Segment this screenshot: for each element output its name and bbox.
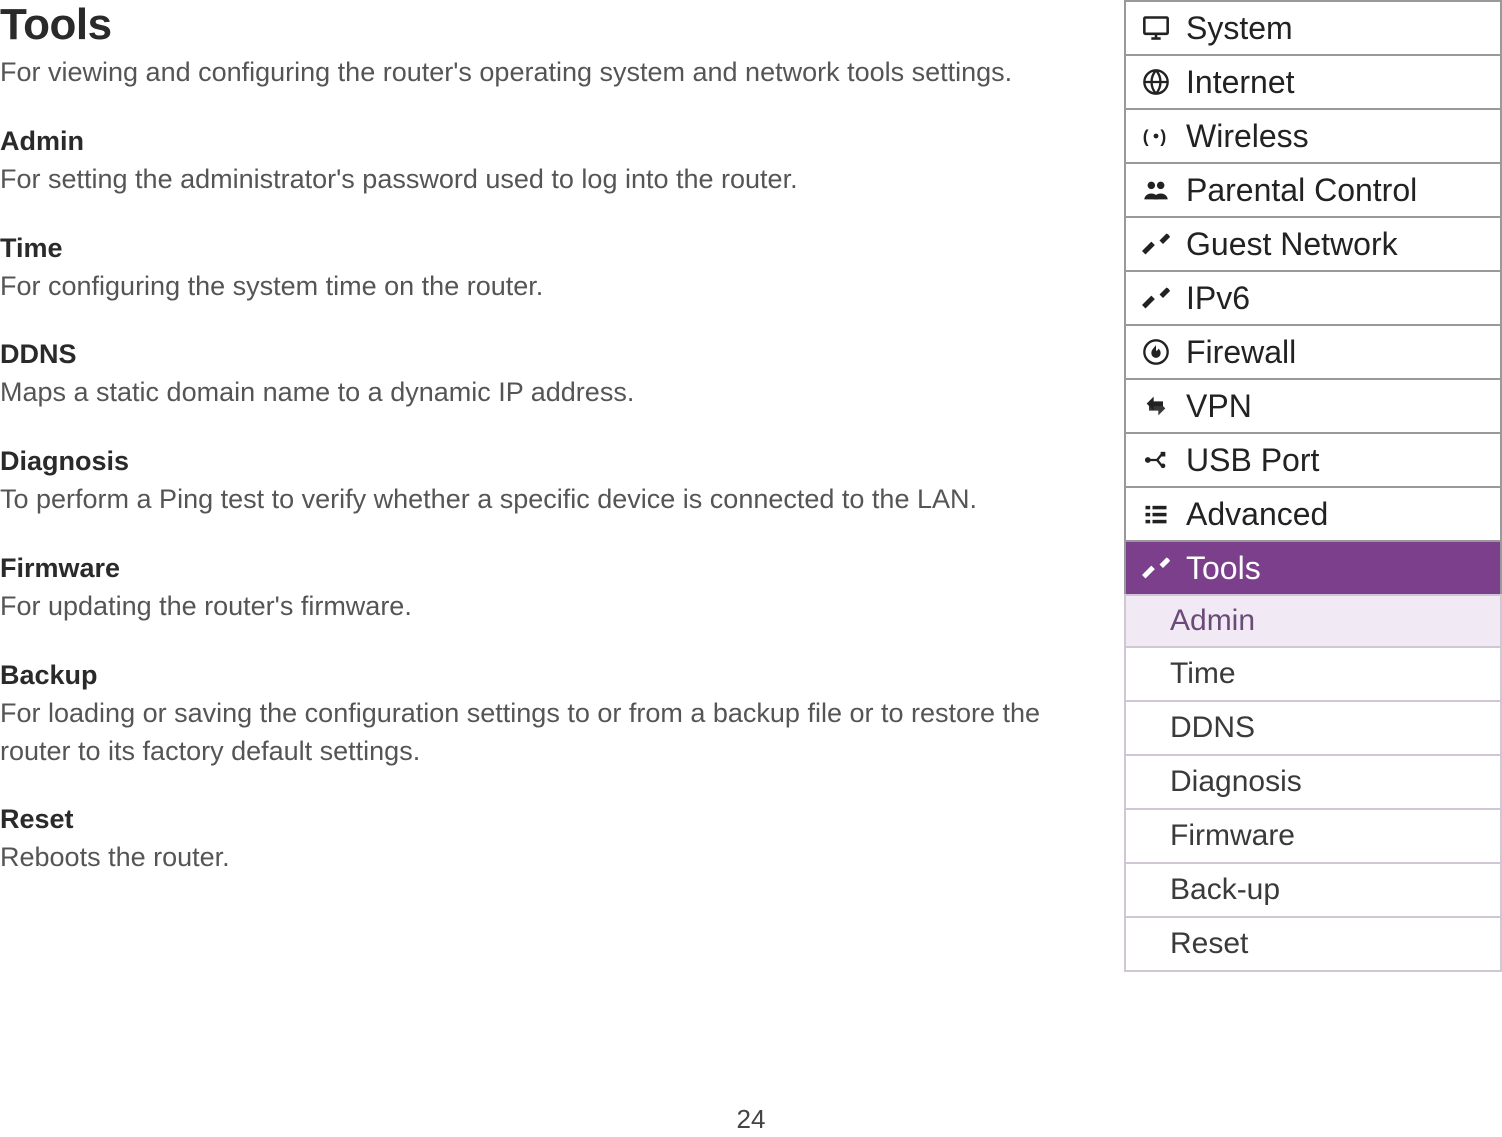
wifi-icon: () xyxy=(1136,125,1176,147)
menu-item-firewall[interactable]: Firewall xyxy=(1124,324,1502,378)
section-admin-title: Admin xyxy=(0,126,1084,157)
section-reset-title: Reset xyxy=(0,804,1084,835)
svg-text:(: ( xyxy=(1143,127,1149,147)
section-firmware-title: Firmware xyxy=(0,553,1084,584)
menu-label: Wireless xyxy=(1186,118,1309,155)
menu-label: Guest Network xyxy=(1186,226,1398,263)
menu-item-advanced[interactable]: Advanced xyxy=(1124,486,1502,540)
menu-label: Advanced xyxy=(1186,496,1328,533)
content-column: Tools For viewing and configuring the ro… xyxy=(0,0,1124,1137)
menu-label: Internet xyxy=(1186,64,1295,101)
menu-item-guest[interactable]: Guest Network xyxy=(1124,216,1502,270)
menu-label: Firewall xyxy=(1186,334,1296,371)
submenu-reset[interactable]: Reset xyxy=(1124,918,1502,972)
menu-label: Tools xyxy=(1186,550,1261,587)
section-time-title: Time xyxy=(0,233,1084,264)
menu-item-usb[interactable]: USB Port xyxy=(1124,432,1502,486)
submenu-backup[interactable]: Back-up xyxy=(1124,864,1502,918)
section-reset-desc: Reboots the router. xyxy=(0,839,1084,877)
globe-icon xyxy=(1136,68,1176,96)
svg-text:): ) xyxy=(1160,127,1166,147)
sidebar-menu: System Internet () Wireless Parental Con… xyxy=(1124,0,1502,1137)
menu-item-tools[interactable]: Tools xyxy=(1124,540,1502,594)
section-ddns-desc: Maps a static domain name to a dynamic I… xyxy=(0,374,1084,412)
menu-label: USB Port xyxy=(1186,442,1319,479)
wrench-icon xyxy=(1136,554,1176,582)
submenu-diagnosis[interactable]: Diagnosis xyxy=(1124,756,1502,810)
menu-label: VPN xyxy=(1186,388,1252,425)
menu-item-ipv6[interactable]: IPv6 xyxy=(1124,270,1502,324)
menu-label: System xyxy=(1186,10,1293,47)
submenu-admin[interactable]: Admin xyxy=(1124,594,1502,648)
section-firmware-desc: For updating the router's firmware. xyxy=(0,588,1084,626)
menu-item-wireless[interactable]: () Wireless xyxy=(1124,108,1502,162)
usb-icon xyxy=(1136,446,1176,474)
section-admin-desc: For setting the administrator's password… xyxy=(0,161,1084,199)
swap-icon xyxy=(1136,392,1176,420)
menu-item-parental[interactable]: Parental Control xyxy=(1124,162,1502,216)
monitor-icon xyxy=(1136,14,1176,42)
users-icon xyxy=(1136,176,1176,204)
wrench-icon xyxy=(1136,284,1176,312)
menu-item-internet[interactable]: Internet xyxy=(1124,54,1502,108)
section-ddns-title: DDNS xyxy=(0,339,1084,370)
page-number: 24 xyxy=(737,1104,766,1135)
page-intro: For viewing and configuring the router's… xyxy=(0,54,1084,92)
section-backup-title: Backup xyxy=(0,660,1084,691)
section-backup-desc: For loading or saving the configuration … xyxy=(0,695,1084,771)
list-icon xyxy=(1136,500,1176,528)
section-diagnosis-desc: To perform a Ping test to verify whether… xyxy=(0,481,1084,519)
section-diagnosis-title: Diagnosis xyxy=(0,446,1084,477)
submenu-time[interactable]: Time xyxy=(1124,648,1502,702)
submenu-firmware[interactable]: Firmware xyxy=(1124,810,1502,864)
section-time-desc: For configuring the system time on the r… xyxy=(0,268,1084,306)
fire-icon xyxy=(1136,338,1176,366)
submenu-ddns[interactable]: DDNS xyxy=(1124,702,1502,756)
wrench-icon xyxy=(1136,230,1176,258)
menu-item-vpn[interactable]: VPN xyxy=(1124,378,1502,432)
menu-label: Parental Control xyxy=(1186,172,1417,209)
submenu-tools: Admin Time DDNS Diagnosis Firmware Back-… xyxy=(1124,594,1502,972)
menu-label: IPv6 xyxy=(1186,280,1250,317)
page-title: Tools xyxy=(0,0,1084,50)
menu-item-system[interactable]: System xyxy=(1124,0,1502,54)
